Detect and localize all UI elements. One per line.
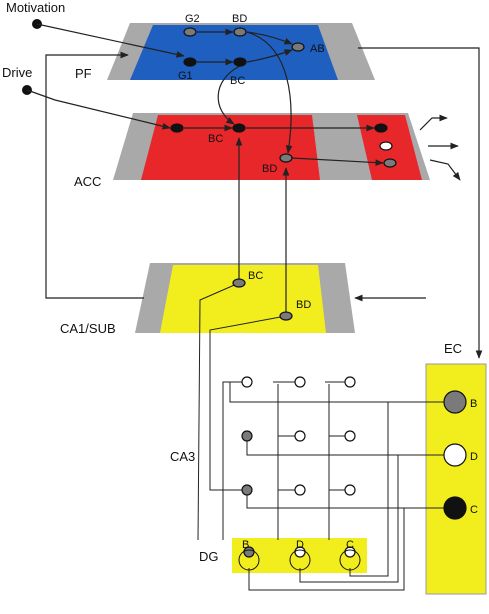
ec-node-c-label: C [470, 504, 478, 516]
pf-node-bd [233, 27, 247, 37]
ca3-node-r1c3 [344, 376, 356, 388]
dg-node-d [294, 546, 306, 558]
pf-wires [197, 28, 293, 154]
acc-node-in [170, 123, 184, 133]
acc-node-bc [232, 123, 246, 133]
pf-node-g1 [183, 57, 197, 67]
acc-layer [113, 113, 430, 180]
pf-node-g2 [183, 27, 197, 37]
acc-label: ACC [74, 174, 101, 189]
acc-wires [184, 124, 384, 166]
ec-node-d [443, 443, 467, 467]
ca3-label: CA3 [170, 449, 195, 464]
dg-label: DG [199, 549, 219, 564]
ec-node-b-label: B [470, 398, 477, 410]
ec-node-b [443, 390, 467, 414]
acc-node-out3 [383, 158, 397, 168]
pf-node-ab-label: AB [310, 43, 325, 55]
motivation-label: Motivation [6, 0, 65, 15]
dg-node-c [344, 546, 356, 558]
acc-node-out2 [379, 141, 393, 151]
drive-label: Drive [2, 65, 32, 80]
pf-node-g1-label: G1 [178, 70, 193, 82]
acc-node-bc-label: BC [208, 133, 223, 145]
ca3-node-r3c2 [294, 484, 306, 496]
dg-node-c-label: C [346, 539, 354, 551]
ca1-node-bc [232, 278, 246, 288]
pf-node-bc [233, 57, 247, 67]
ca3-node-r3c1 [241, 484, 253, 496]
ca3-node-r1c1 [241, 376, 253, 388]
ca3-node-r2c3 [344, 430, 356, 442]
pf-node-ab [291, 42, 305, 52]
ca1sub-label: CA1/SUB [60, 321, 116, 336]
ca3-node-r2c2 [294, 430, 306, 442]
ec-node-d-label: D [470, 451, 478, 463]
dg-node-b-label: B [242, 539, 249, 551]
node-layer [170, 27, 467, 571]
input-wires [26, 23, 185, 130]
pf-node-g2-label: G2 [185, 13, 200, 25]
acc-node-bd-label: BD [262, 163, 277, 175]
acc-output-arrows [419, 114, 461, 181]
dg-ring-d [289, 549, 311, 571]
ca3-grid [197, 282, 445, 591]
dg-node-d-label: D [296, 539, 304, 551]
pf-node-bd-label: BD [232, 13, 247, 25]
ca3-node-r1c2 [294, 376, 306, 388]
acc-node-out1 [374, 123, 388, 133]
dg-ring-c [339, 549, 361, 571]
ca3-node-r2c1 [241, 430, 253, 442]
ec-node-c [443, 496, 467, 520]
pf-node-bc-label: BC [230, 75, 245, 87]
feedback-loop [45, 47, 483, 359]
ca1sub-layer [135, 263, 355, 333]
ca1-node-bd [279, 311, 293, 321]
pf-label: PF [75, 66, 92, 81]
ca1-node-bc-label: BC [248, 270, 263, 282]
ca1-node-bd-label: BD [296, 299, 311, 311]
ca1-to-acc-wires [235, 137, 290, 316]
ca3-node-r3c3 [344, 484, 356, 496]
acc-node-bd [279, 153, 293, 163]
ec-label: EC [444, 341, 462, 356]
dg-ring-b [238, 549, 260, 571]
dg-node-b [243, 546, 255, 558]
